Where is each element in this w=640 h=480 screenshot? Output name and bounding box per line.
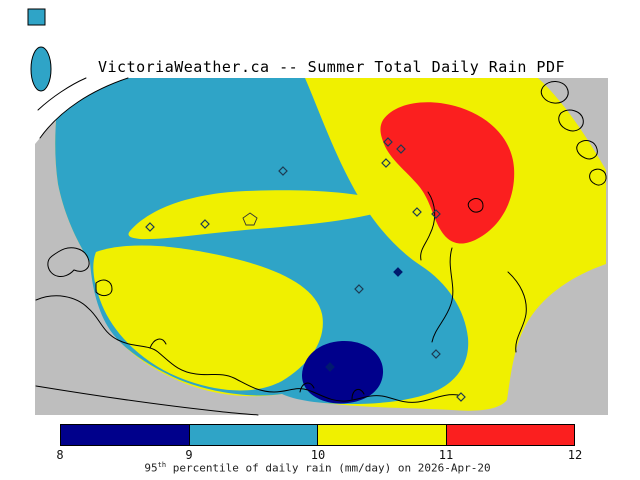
- rain-region-navy-min: [302, 340, 384, 404]
- colorbar: [60, 424, 575, 446]
- station-markers: [145, 137, 466, 402]
- small-contour-outline: [242, 212, 258, 226]
- station-marker: [200, 219, 210, 229]
- colorbar-tick: 9: [185, 448, 193, 462]
- station-marker: [393, 267, 403, 277]
- rain-region-yellow-southwest: [93, 245, 323, 391]
- colorbar-tick: 11: [438, 448, 454, 462]
- station-marker: [325, 362, 335, 372]
- station-marker: [431, 349, 441, 359]
- station-marker: [396, 144, 406, 154]
- fragment-island-blob: [30, 46, 52, 92]
- station-marker: [145, 222, 155, 232]
- map-fragments: [27, 8, 52, 92]
- rain-region-red-max: [380, 102, 515, 244]
- station-marker: [412, 207, 422, 217]
- fragment-island-square: [27, 8, 46, 26]
- map-area: [27, 8, 608, 416]
- colorbar-segment-8-9: [61, 425, 190, 445]
- station-marker: [354, 284, 364, 294]
- map-title: VictoriaWeather.ca -- Summer Total Daily…: [98, 58, 566, 76]
- colorbar-tick: 12: [567, 448, 583, 462]
- rain-region-yellow-tongue: [128, 190, 387, 240]
- outside-domain-white-corner: [35, 78, 128, 144]
- caption-base: 95: [144, 461, 158, 475]
- caption-superscript: th: [157, 461, 167, 469]
- colorbar-segment-11-12: [446, 425, 574, 445]
- coastlines: [35, 77, 607, 416]
- colorbar-tick: 8: [56, 448, 64, 462]
- station-marker: [431, 209, 441, 219]
- colorbar-segment-9-10: [189, 425, 318, 445]
- station-marker: [456, 392, 466, 402]
- outside-domain-corner: [538, 78, 606, 170]
- colorbar-caption: 95th percentile of daily rain (mm/day) o…: [60, 461, 575, 475]
- station-marker: [278, 166, 288, 176]
- caption-rest: percentile of daily rain (mm/day) on 202…: [166, 461, 491, 475]
- station-marker: [381, 158, 391, 168]
- colorbar-segment-10-11: [318, 425, 447, 445]
- colorbar-tick: 10: [310, 448, 326, 462]
- station-marker: [383, 137, 393, 147]
